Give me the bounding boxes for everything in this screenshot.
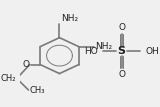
- Text: O: O: [118, 70, 125, 79]
- Text: NH₂: NH₂: [95, 42, 112, 51]
- Text: NH₂: NH₂: [61, 14, 78, 23]
- Text: OH: OH: [145, 47, 159, 56]
- Text: CH₃: CH₃: [30, 86, 45, 95]
- Text: S: S: [118, 46, 126, 56]
- Text: HO: HO: [84, 47, 98, 56]
- Text: O: O: [118, 23, 125, 32]
- Text: O: O: [23, 60, 30, 69]
- Text: CH₂: CH₂: [0, 74, 16, 83]
